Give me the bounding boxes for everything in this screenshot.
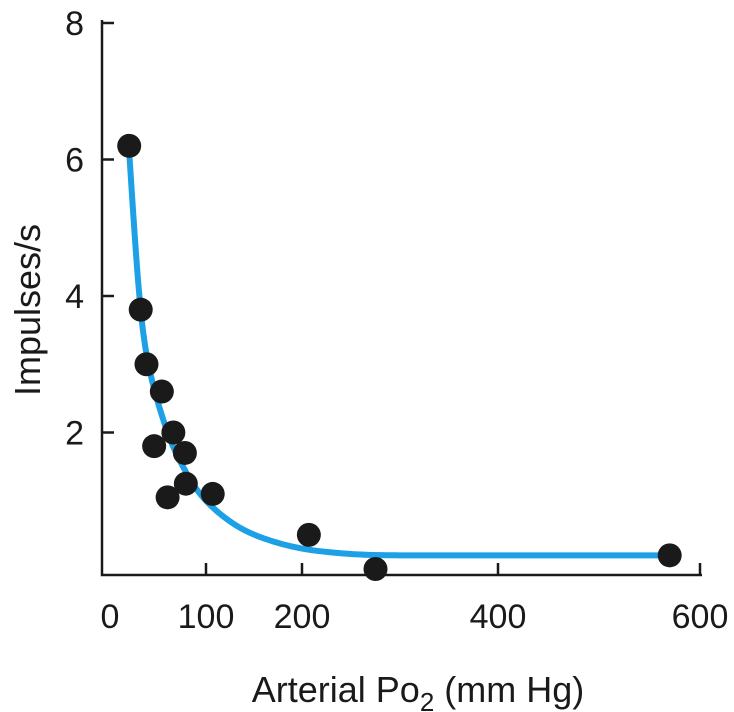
data-point <box>128 297 153 322</box>
y-tick-label: 6 <box>65 142 84 180</box>
x-tick-label: 600 <box>672 598 729 636</box>
x-tick-label: 100 <box>178 598 235 636</box>
data-point <box>200 481 225 506</box>
data-points <box>117 133 682 581</box>
x-tick-label: 0 <box>101 598 120 636</box>
data-point <box>296 522 321 547</box>
axes <box>100 20 702 577</box>
x-axis-title-subscript: 2 <box>420 687 434 712</box>
x-axis-title-main: Arterial Po <box>252 669 420 710</box>
data-point <box>117 133 142 158</box>
x-axis-title: Arterial Po2 (mm Hg) <box>252 669 585 712</box>
y-axis-ticks: 2 4 6 8 <box>65 5 114 453</box>
data-point <box>142 434 167 459</box>
data-point <box>155 485 180 510</box>
x-tick-label: 400 <box>470 598 527 636</box>
x-tick-label: 200 <box>274 598 331 636</box>
y-tick-label: 8 <box>65 5 84 43</box>
data-point <box>363 557 388 581</box>
data-point <box>134 352 159 377</box>
axis-lines <box>100 20 702 577</box>
data-point <box>149 379 174 404</box>
data-point <box>161 420 186 445</box>
fit-curve <box>126 149 673 559</box>
x-axis-ticks: 0 100 200 400 600 <box>101 563 729 636</box>
data-point <box>657 543 682 568</box>
y-tick-label: 2 <box>65 415 84 453</box>
y-axis-title: Impulses/s <box>7 224 48 396</box>
x-axis-title-unit: (mm Hg) <box>434 669 584 710</box>
data-point <box>172 440 197 465</box>
data-point <box>173 471 198 496</box>
y-tick-label: 4 <box>65 278 84 316</box>
